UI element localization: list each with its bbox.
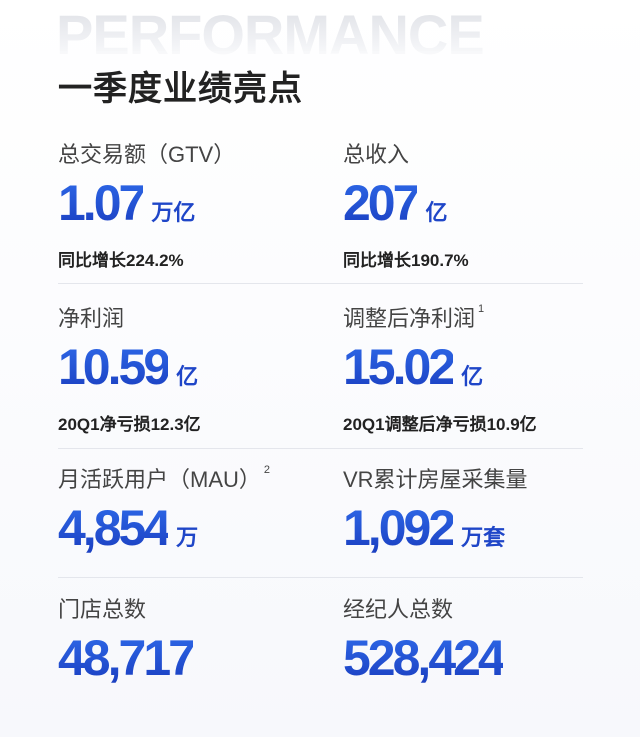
metric-value: 4,854 万 (58, 502, 328, 567)
metric-value: 528,424 (343, 632, 613, 697)
metric-vr-houses: VR累计房屋采集量 1,092 万套 (343, 466, 613, 567)
metric-number: 528,424 (343, 630, 506, 686)
metric-number: 1,092 (343, 500, 456, 556)
metric-mau: 月活跃用户（MAU） 2 4,854 万 (58, 464, 328, 567)
metric-gtv: 总交易额（GTV） 1.07 万亿 同比增长224.2% (58, 141, 328, 272)
metric-note: 同比增长224.2% (58, 251, 184, 270)
metric-label: 调整后净利润 1 (343, 303, 613, 333)
metric-number: 10.59 (58, 339, 171, 395)
metric-label: VR累计房屋采集量 (343, 466, 613, 494)
metric-number: 207 (343, 175, 420, 231)
divider (58, 577, 583, 578)
metric-unit: 亿 (461, 364, 484, 389)
metric-label: 总收入 (343, 141, 613, 169)
metric-unit: 万 (176, 525, 199, 550)
divider (58, 448, 583, 449)
metric-value: 1,092 万套 (343, 502, 613, 567)
metric-value: 207 亿 (343, 177, 613, 242)
footnote-marker: 2 (263, 464, 271, 476)
metric-note: 20Q1调整后净亏损10.9亿 (343, 415, 537, 434)
metric-label-text: 总交易额（GTV） (58, 142, 236, 167)
metric-label-text: VR累计房屋采集量 (343, 467, 528, 492)
metric-number: 15.02 (343, 339, 456, 395)
metric-label: 门店总数 (58, 596, 328, 624)
metric-label-text: 调整后净利润 (343, 306, 476, 331)
metric-unit: 亿 (425, 200, 448, 225)
footnote-marker: 1 (478, 303, 485, 315)
metric-label: 经纪人总数 (343, 596, 613, 624)
divider (58, 283, 583, 284)
metric-unit: 万亿 (151, 200, 196, 225)
metric-value: 1.07 万亿 (58, 177, 328, 242)
metric-stores: 门店总数 48,717 (58, 596, 328, 697)
metric-unit: 万套 (461, 525, 506, 550)
metric-label-text: 经纪人总数 (343, 597, 454, 622)
metric-net-profit: 净利润 10.59 亿 20Q1净亏损12.3亿 (58, 305, 328, 436)
metric-unit: 亿 (176, 364, 199, 389)
metric-label-text: 月活跃用户（MAU） (58, 467, 261, 492)
metric-number: 48,717 (58, 630, 196, 686)
metric-value: 10.59 亿 (58, 341, 328, 406)
metric-note: 同比增长190.7% (343, 251, 469, 270)
metric-label-text: 门店总数 (58, 597, 147, 622)
metric-agents: 经纪人总数 528,424 (343, 596, 613, 697)
metric-value: 15.02 亿 (343, 341, 613, 406)
metric-number: 4,854 (58, 500, 171, 556)
metric-number: 1.07 (58, 175, 146, 231)
metric-adjusted-net-profit: 调整后净利润 1 15.02 亿 20Q1调整后净亏损10.9亿 (343, 303, 613, 436)
metric-label: 总交易额（GTV） (58, 141, 328, 169)
metric-value: 48,717 (58, 632, 328, 697)
background-watermark-word: PERFORMANCE (56, 3, 485, 66)
metric-label-text: 净利润 (58, 306, 125, 331)
metric-label: 月活跃用户（MAU） 2 (58, 464, 328, 494)
metric-label: 净利润 (58, 305, 328, 333)
metric-revenue: 总收入 207 亿 同比增长190.7% (343, 141, 613, 272)
metric-note: 20Q1净亏损12.3亿 (58, 415, 201, 434)
page-title: 一季度业绩亮点 (58, 70, 303, 108)
metric-label-text: 总收入 (343, 142, 410, 167)
